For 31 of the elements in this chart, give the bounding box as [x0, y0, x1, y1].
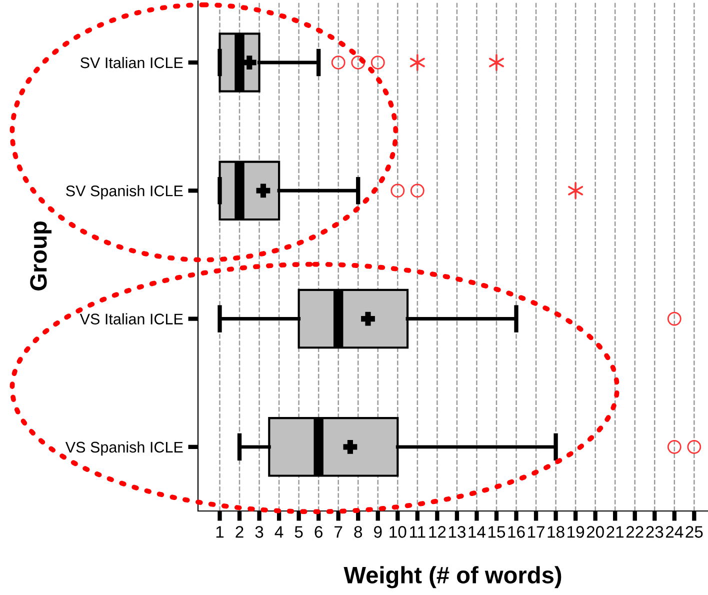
x-tick-label: 1	[216, 526, 224, 538]
x-tick-label: 20	[586, 526, 604, 538]
x-tick-label: 15	[488, 526, 506, 538]
x-tick-label: 21	[606, 526, 624, 538]
x-tick-label: 25	[686, 526, 703, 538]
x-tick-label: 22	[626, 526, 644, 538]
x-tick-label: 16	[508, 526, 525, 538]
x-axis-title: Weight (# of words)	[344, 566, 562, 588]
x-tick-label: 3	[255, 526, 264, 538]
x-tick-label: 5	[294, 526, 303, 538]
x-tick-label: 11	[410, 526, 426, 538]
x-tick-label: 13	[448, 526, 466, 538]
x-tick-label: 7	[334, 526, 342, 538]
x-tick-label: 19	[568, 526, 584, 538]
y-axis-title: Group	[30, 222, 52, 290]
x-tick-label: 17	[528, 526, 544, 538]
x-tick-label: 9	[374, 526, 382, 538]
x-tick-label: 6	[314, 526, 322, 538]
x-tick-label: 18	[548, 526, 564, 538]
x-tick-label: 14	[468, 526, 486, 538]
x-tick-label: 4	[274, 526, 284, 538]
x-tick-label: 24	[666, 526, 684, 538]
y-tick-label: VS Italian ICLE	[80, 313, 183, 324]
x-tick-label: 8	[354, 526, 362, 538]
x-tick-label: 2	[236, 526, 244, 538]
y-tick-label: SV Spanish ICLE	[66, 185, 183, 200]
x-tick-label: 10	[390, 526, 406, 538]
x-tick-label: 23	[646, 526, 664, 538]
x-tick-label: 12	[429, 526, 446, 538]
y-tick-label: VS Spanish ICLE	[65, 441, 183, 456]
y-tick-label: SV Italian ICLE	[80, 56, 183, 68]
